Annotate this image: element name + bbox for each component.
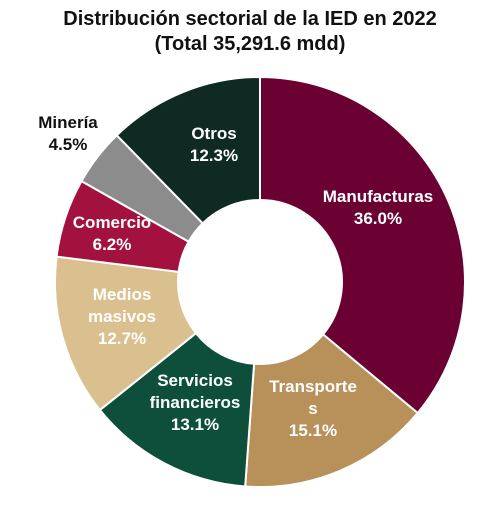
slice-manufacturas xyxy=(259,75,466,415)
slice-label: Servicios financieros 13.1% xyxy=(150,371,241,434)
slice-label: Minería 4.5% xyxy=(38,113,98,154)
slice-mediosmasivos xyxy=(54,255,198,412)
slice-label: Comercio 6.2% xyxy=(73,213,151,254)
slice-transportes xyxy=(244,333,420,488)
slice-label: Transporte s 15.1% xyxy=(269,377,357,440)
slice-label: Otros 12.3% xyxy=(190,124,238,165)
slice-otros xyxy=(115,75,261,225)
chart-title: Distribución sectorial de la IED en 2022 xyxy=(63,8,437,30)
slice-label: Medios masivos 12.7% xyxy=(88,285,156,348)
slice-serviciosfinancieros xyxy=(98,331,256,488)
slice-label: Manufacturas 36.0% xyxy=(323,187,434,228)
chart-subtitle: (Total 35,291.6 mdd) xyxy=(154,33,346,55)
